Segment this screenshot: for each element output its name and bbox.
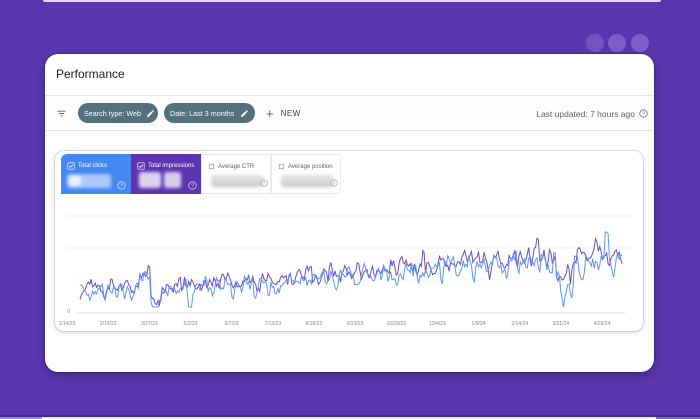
- svg-text:1/14/23: 1/14/23: [59, 321, 76, 327]
- svg-text:0: 0: [67, 309, 70, 315]
- svg-text:3/21/24: 3/21/24: [552, 321, 569, 327]
- svg-text:?: ?: [642, 111, 645, 117]
- svg-text:4/26/24: 4/26/24: [594, 321, 611, 327]
- svg-text:?: ?: [333, 181, 336, 186]
- svg-text:2/19/23: 2/19/23: [100, 321, 117, 327]
- svg-text:1/9/24: 1/9/24: [472, 321, 486, 327]
- svg-text:?: ?: [263, 181, 266, 186]
- svg-text:8/18/23: 8/18/23: [306, 321, 323, 327]
- svg-text:6/7/23: 6/7/23: [225, 321, 239, 327]
- svg-text:3/27/23: 3/27/23: [141, 321, 158, 327]
- svg-text:10/29/23: 10/29/23: [386, 321, 406, 327]
- svg-text:2/14/24: 2/14/24: [511, 321, 528, 327]
- svg-text:?: ?: [191, 183, 194, 189]
- svg-text:9/23/23: 9/23/23: [347, 321, 364, 327]
- svg-text:5/2/23: 5/2/23: [184, 321, 198, 327]
- svg-text:7/13/23: 7/13/23: [264, 321, 281, 327]
- svg-text:?: ?: [120, 183, 123, 189]
- svg-text:12/4/23: 12/4/23: [429, 321, 446, 327]
